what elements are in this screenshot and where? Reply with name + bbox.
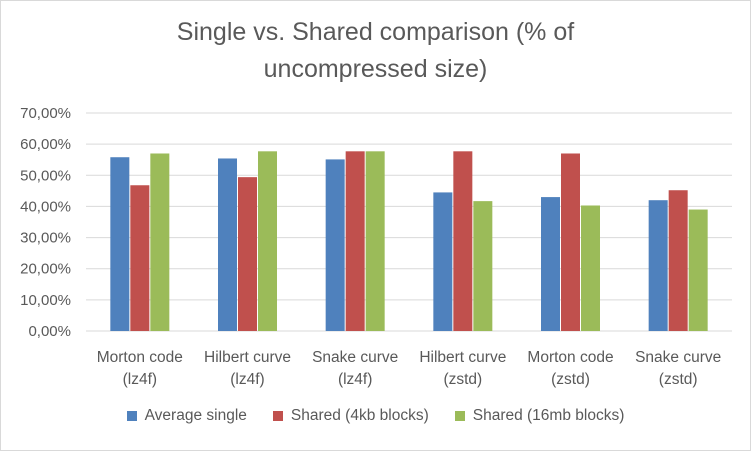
bar	[110, 157, 130, 331]
y-tick-label: 40,00%	[20, 198, 71, 215]
y-tick-label: 60,00%	[20, 136, 71, 153]
legend-swatch	[454, 411, 465, 421]
bar	[345, 151, 365, 331]
y-tick-label: 30,00%	[20, 230, 71, 247]
x-category-label: Morton code (lz4f)	[97, 349, 183, 388]
bar	[130, 185, 150, 331]
legend-label: Shared (4kb blocks)	[290, 407, 429, 424]
legend-label: Average single	[144, 407, 247, 424]
bar	[433, 192, 453, 331]
legend-item: Average single	[126, 407, 247, 425]
bar	[453, 151, 473, 331]
y-tick-label: 0,00%	[28, 323, 71, 340]
y-tick-label: 70,00%	[20, 105, 71, 122]
bar	[541, 197, 560, 331]
legend-swatch	[126, 411, 137, 421]
bar	[668, 190, 688, 331]
x-axis: Morton code (lz4f) Hilbert curve (lz4f) Snak…	[97, 349, 722, 388]
legend-swatch	[272, 411, 283, 421]
bar	[238, 177, 257, 331]
x-category-label: Hilbert curve (zstd)	[419, 349, 506, 388]
bar	[561, 153, 580, 331]
bars	[110, 151, 708, 331]
gridlines	[86, 112, 732, 332]
y-tick-label: 10,00%	[20, 292, 71, 309]
bar	[258, 151, 277, 331]
legend-label: Shared (16mb blocks)	[472, 407, 625, 424]
bar	[365, 151, 385, 331]
bar	[325, 159, 345, 331]
bar	[218, 158, 237, 331]
chart-title: Single vs. Shared comparison (% of uncom…	[176, 18, 575, 83]
bar	[150, 153, 170, 331]
legend-item: Shared (16mb blocks)	[454, 407, 625, 425]
x-category-label: Snake curve (lz4f)	[312, 349, 398, 388]
bar	[688, 209, 708, 331]
y-axis: 0,00% 10,00% 20,00% 30,00% 40,00% 50,00% 60,00…	[20, 105, 71, 340]
x-category-label: Snake curve (zstd)	[635, 349, 721, 388]
y-tick-label: 50,00%	[20, 167, 71, 184]
bar	[648, 200, 668, 331]
bar	[581, 205, 600, 331]
bar	[473, 201, 493, 331]
x-category-label: Morton code (zstd)	[527, 349, 613, 388]
y-tick-label: 20,00%	[20, 261, 71, 278]
x-category-label: Hilbert curve (lz4f)	[204, 349, 291, 388]
legend: Average single Shared (4kb blocks) Shared …	[0, 407, 751, 425]
legend-item: Shared (4kb blocks)	[272, 407, 429, 425]
